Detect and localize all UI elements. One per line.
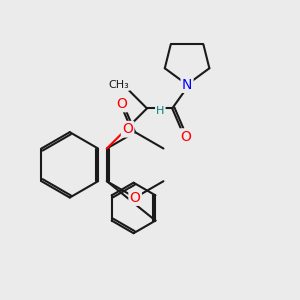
Text: H: H [156, 106, 164, 116]
Text: O: O [116, 97, 127, 111]
Text: O: O [122, 122, 133, 136]
Text: O: O [180, 130, 191, 144]
Text: N: N [182, 78, 192, 92]
Text: O: O [130, 190, 141, 205]
Text: CH₃: CH₃ [108, 80, 129, 90]
